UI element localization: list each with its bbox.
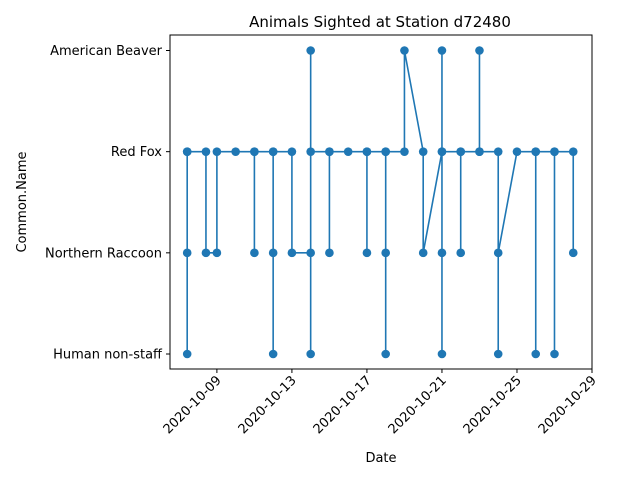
data-point [268,147,278,156]
data-point [381,349,390,359]
data-point [531,349,541,359]
data-point [201,147,211,156]
data-point [325,147,334,156]
y-tick-label: American Beaver [50,44,163,59]
data-point [212,147,222,156]
y-tick-label: Red Fox [111,145,162,160]
data-point [287,147,297,156]
data-point [362,248,372,258]
data-point [201,248,211,258]
chart-title: Animals Sighted at Station d72480 [249,13,511,31]
data-point [437,46,447,55]
data-point [437,248,447,258]
data-point [381,248,390,258]
data-point [493,349,503,359]
data-point [231,147,240,156]
data-point [550,349,559,359]
data-point [306,248,315,258]
data-point [268,349,278,359]
data-point [568,248,578,258]
data-point [400,147,409,156]
data-point [400,46,409,55]
data-point [437,147,447,156]
data-point [475,46,484,55]
data-point [493,147,503,156]
data-point [362,147,372,156]
series-layer [182,46,578,359]
data-point [418,248,428,258]
data-point [287,248,297,258]
data-point [182,349,192,359]
data-point [531,147,541,156]
data-point [456,147,466,156]
y-axis-label: Common.Name [15,151,30,252]
data-point [325,248,334,258]
y-tick-label: Human non-staff [53,348,163,363]
data-point [475,147,484,156]
data-point [182,147,192,156]
data-point [182,248,192,258]
data-point [250,248,259,258]
data-point [250,147,259,156]
data-point [456,248,466,258]
x-axis-label: Date [365,451,396,466]
y-axis: Human non-staff Northern Raccoon Red Fox Am… [45,44,170,363]
data-point [306,349,315,359]
data-point [306,147,315,156]
data-point [550,147,559,156]
data-point [512,147,522,156]
data-point [418,147,428,156]
data-point [437,349,447,359]
data-point [212,248,222,258]
data-point [381,147,390,156]
data-point [568,147,578,156]
data-point [493,248,503,258]
data-point [268,248,278,258]
plot-frame [169,34,593,370]
data-point [306,46,315,55]
data-point [343,147,353,156]
y-tick-label: Northern Raccoon [45,246,162,261]
